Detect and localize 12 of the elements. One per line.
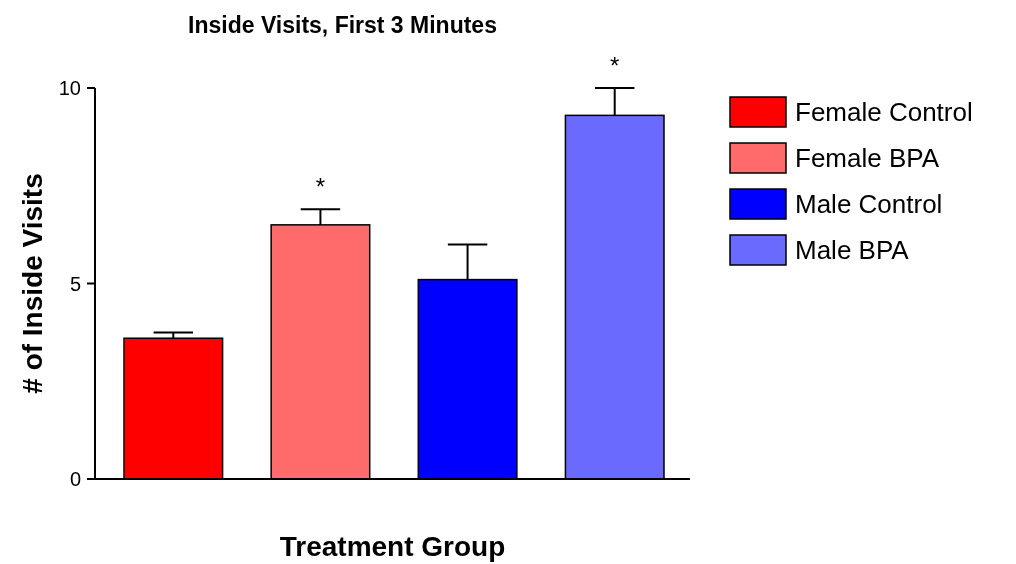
y-tick-label: 0 (69, 468, 81, 490)
y-tick-label: 5 (69, 272, 81, 295)
legend-label: Male Control (795, 189, 943, 220)
data-label: * (315, 173, 326, 201)
legend-label: Male BPA (795, 235, 910, 266)
y-tick-label: 10 (58, 77, 81, 99)
x-axis-title: Treatment Group (279, 531, 506, 562)
legend-label: Female BPA (795, 143, 940, 174)
y-axis-title: # of Inside Visits (17, 173, 48, 394)
data-label: * (610, 52, 620, 79)
legend-label: Female Control (795, 97, 973, 128)
chart-title: Inside Visits, First 3 Minutes (188, 12, 497, 38)
